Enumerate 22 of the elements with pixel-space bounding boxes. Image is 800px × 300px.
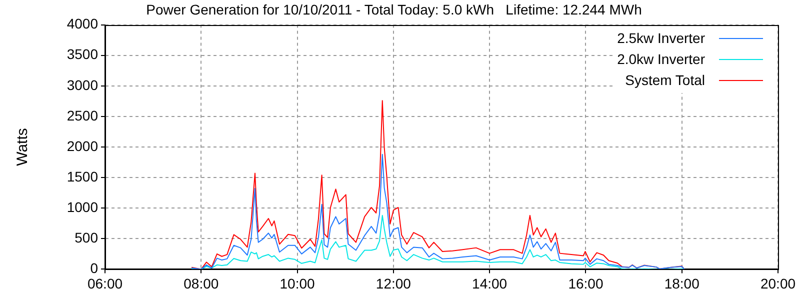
y-tick-label: 500 [74, 230, 98, 246]
x-tick-label: 20:00 [760, 275, 796, 292]
legend-label: System Total [625, 72, 705, 88]
x-tick-label: 06:00 [87, 275, 123, 292]
y-tick-label: 4000 [66, 16, 98, 32]
chart-title: Power Generation for 10/10/2011 - Total Today: 5.0 kWh Lifetime: 12.244 MWh [146, 1, 642, 18]
x-tick-label: 14:00 [472, 275, 508, 292]
x-tick-label: 10:00 [280, 275, 316, 292]
y-tick-label: 3000 [66, 76, 98, 93]
y-tick-label: 0 [90, 260, 98, 276]
y-tick-label: 3500 [66, 46, 98, 62]
y-tick-label: 2500 [66, 107, 98, 124]
x-tick-label: 08:00 [184, 275, 219, 292]
x-tick-label: 12:00 [376, 275, 412, 292]
y-tick-label: 1000 [66, 198, 98, 215]
legend-label: 2.5kw Inverter [617, 30, 705, 46]
x-tick-label: 16:00 [568, 275, 604, 292]
y-axis-title: Watts [14, 128, 32, 166]
y-tick-label: 1500 [66, 168, 98, 184]
legend-label: 2.0kw Inverter [617, 51, 705, 68]
x-tick-label: 18:00 [664, 275, 700, 292]
y-tick-label: 2000 [66, 138, 98, 154]
